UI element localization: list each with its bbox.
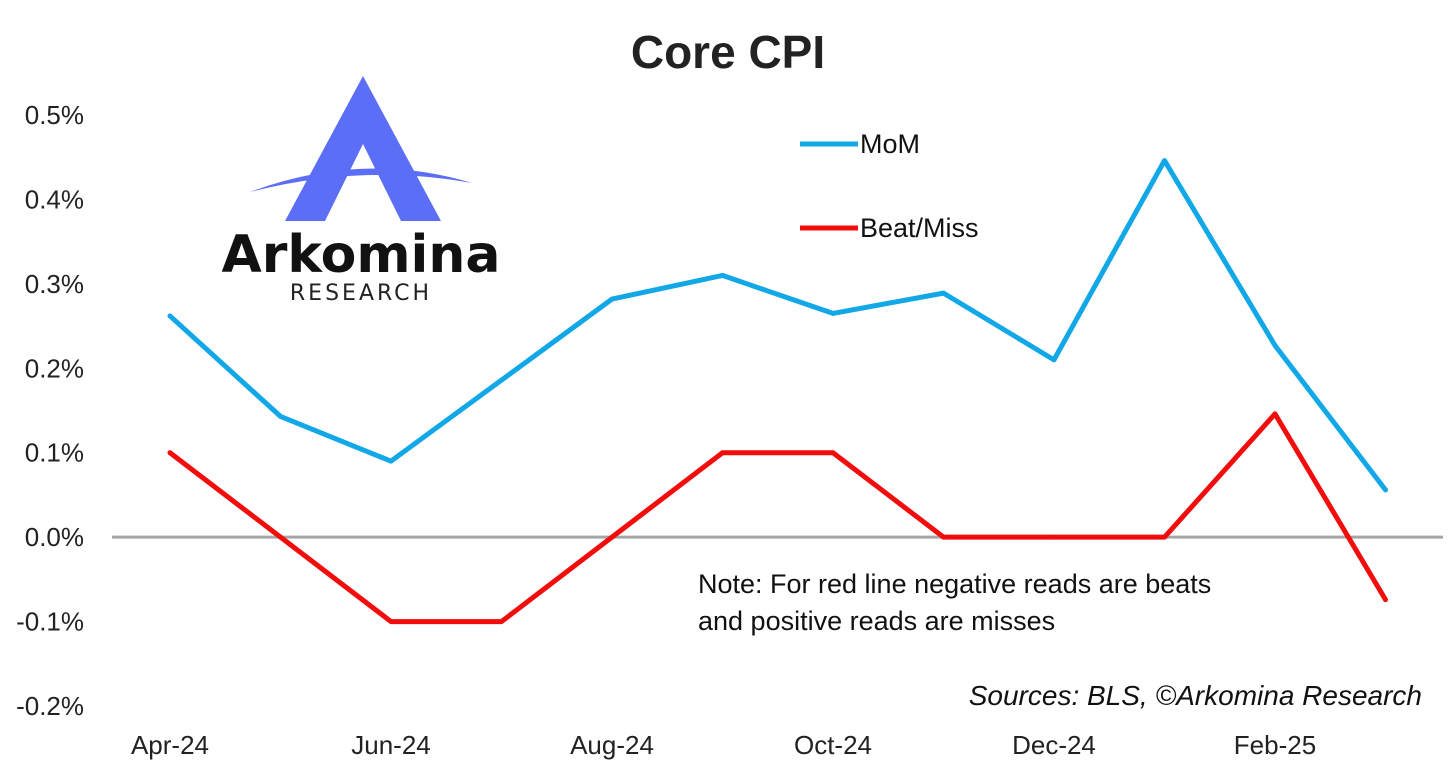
- y-tick-label: 0.2%: [25, 353, 84, 383]
- x-axis-ticks: Apr-24 Jun-24 Aug-24 Oct-24 Dec-24 Feb-25: [131, 730, 1316, 760]
- data-point: [609, 534, 615, 540]
- y-tick-label: -0.2%: [16, 691, 84, 721]
- logo-a-shape: [285, 76, 441, 221]
- x-tick-label: Oct-24: [794, 730, 872, 760]
- data-point: [388, 619, 394, 624]
- y-tick-label: 0.1%: [25, 438, 84, 468]
- data-point: [1383, 597, 1388, 603]
- chart-title: Core CPI: [631, 26, 825, 78]
- data-point: [1051, 357, 1057, 363]
- note-line-1: Note: For red line negative reads are be…: [698, 569, 1211, 599]
- data-point: [830, 450, 836, 456]
- y-tick-label: -0.1%: [16, 607, 84, 637]
- data-point: [278, 534, 283, 540]
- data-point: [609, 296, 615, 302]
- arkomina-logo: Arkomina RESEARCH: [222, 76, 501, 306]
- x-tick-label: Apr-24: [131, 730, 209, 760]
- data-point: [720, 273, 725, 278]
- data-point: [720, 450, 725, 456]
- series-line-beat-miss: [167, 411, 1388, 625]
- data-point: [1051, 534, 1057, 540]
- y-axis-ticks: 0.5% 0.4% 0.3% 0.2% 0.1% 0.0% -0.1% -0.2%: [16, 100, 84, 721]
- data-point: [1162, 534, 1167, 540]
- x-tick-label: Jun-24: [351, 730, 431, 760]
- y-tick-label: 0.0%: [25, 522, 84, 552]
- data-point: [278, 414, 283, 419]
- data-point: [1383, 487, 1388, 493]
- series-line-mom: [167, 158, 1388, 493]
- data-point: [941, 534, 946, 540]
- data-point: [167, 450, 173, 456]
- x-tick-label: Feb-25: [1234, 730, 1316, 760]
- data-point: [167, 313, 173, 319]
- x-tick-label: Dec-24: [1012, 730, 1096, 760]
- series-lines: [167, 158, 1388, 625]
- data-point: [1272, 343, 1278, 348]
- y-tick-label: 0.3%: [25, 269, 84, 299]
- data-point: [941, 290, 946, 296]
- x-tick-label: Aug-24: [570, 730, 654, 760]
- y-tick-label: 0.5%: [25, 100, 84, 130]
- logo-subtitle: RESEARCH: [290, 281, 432, 306]
- legend-label-beat-miss: Beat/Miss: [860, 213, 979, 243]
- y-tick-label: 0.4%: [25, 184, 84, 214]
- data-point: [499, 377, 504, 383]
- data-point: [499, 619, 504, 624]
- data-point: [1272, 411, 1278, 417]
- legend: MoM Beat/Miss: [800, 129, 979, 243]
- logo-wordmark: Arkomina: [222, 225, 501, 285]
- logo-swoosh: [250, 168, 472, 192]
- data-point: [830, 311, 836, 316]
- source-credit: Sources: BLS, ©Arkomina Research: [969, 680, 1422, 711]
- legend-label-mom: MoM: [860, 129, 920, 159]
- note-line-2: and positive reads are misses: [698, 606, 1055, 636]
- data-point: [1162, 158, 1167, 163]
- data-point: [388, 458, 394, 464]
